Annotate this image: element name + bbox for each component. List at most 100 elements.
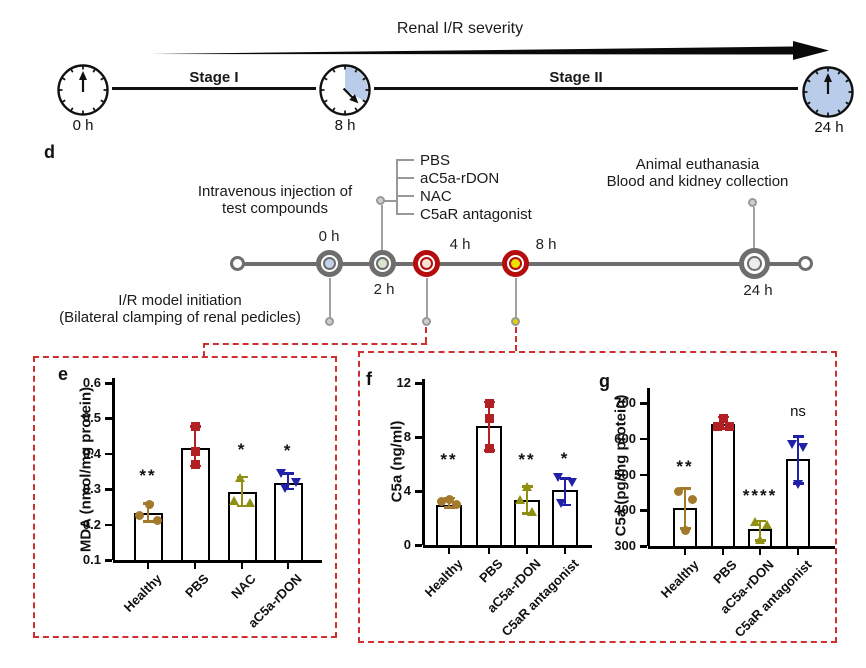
- connector-dot-8h: [511, 317, 520, 326]
- significance-mark: **: [440, 449, 458, 469]
- timeline-node-0h: [316, 250, 343, 277]
- error-cap: [717, 427, 729, 430]
- error-cap: [792, 435, 804, 438]
- connector-dot-0h: [325, 317, 334, 326]
- dashed-connector-8h-vertical: [515, 327, 517, 351]
- clock-icon-8h: [319, 64, 371, 116]
- data-point: [522, 482, 532, 492]
- y-tick-label: 0: [403, 537, 411, 552]
- significance-mark: *: [237, 439, 247, 459]
- y-axis: [112, 378, 115, 560]
- data-point: [718, 413, 728, 423]
- data-point: [484, 399, 494, 409]
- bar: [786, 459, 810, 548]
- data-point: [444, 494, 454, 504]
- x-tick: [564, 548, 566, 554]
- stub-4h: [426, 278, 428, 318]
- error-bar: [759, 520, 761, 541]
- data-point: [755, 534, 765, 544]
- y-axis: [422, 379, 425, 545]
- y-tick-label: 0.4: [82, 445, 101, 461]
- timepoint-label-8h: 8 h: [535, 236, 557, 253]
- y-tick: [105, 488, 112, 491]
- timeline-node-2h: [369, 250, 396, 277]
- y-tick-label: 4: [403, 483, 411, 498]
- data-point: [190, 460, 200, 470]
- panel-label-g: g: [599, 371, 610, 391]
- y-tick-label: 600: [614, 430, 636, 446]
- y-tick: [640, 509, 647, 512]
- dashed-connector-e-vertical: [203, 343, 205, 356]
- data-point: [798, 443, 808, 453]
- data-point: [787, 440, 797, 450]
- y-tick: [105, 452, 112, 456]
- error-cap: [679, 487, 691, 490]
- significance-mark: ****: [742, 485, 778, 505]
- stub-0h: [329, 278, 331, 318]
- x-axis: [648, 546, 835, 549]
- dashed-box-panel-e: [33, 356, 337, 638]
- y-tick: [640, 473, 647, 476]
- x-axis: [423, 545, 592, 548]
- data-point: [484, 414, 494, 424]
- data-point: [436, 496, 446, 506]
- y-tick: [415, 436, 422, 439]
- y-tick: [640, 437, 647, 441]
- y-tick-label: 400: [614, 502, 636, 518]
- timeline-start-ring: [230, 256, 245, 271]
- timeline-node-24h: [739, 248, 770, 279]
- severity-arrow: [150, 41, 829, 60]
- x-tick-label: Healthy: [120, 571, 165, 615]
- ir-model-line1: I/R model initiation: [118, 292, 242, 309]
- clock-label-8h: 8 h: [334, 117, 356, 134]
- data-point: [724, 422, 734, 432]
- compound-item-c5ar-antagonist: C5aR antagonist: [420, 206, 532, 223]
- ir-model-annotation: I/R model initiation (Bilateral clamping…: [30, 292, 330, 326]
- y-tick: [105, 523, 112, 527]
- error-bar: [147, 503, 149, 522]
- data-point: [134, 510, 144, 520]
- clock-label-0h: 0 h: [72, 117, 94, 134]
- x-tick-label: PBS: [182, 571, 212, 601]
- stub-injection: [381, 205, 383, 251]
- node-core-2h: [376, 257, 389, 270]
- data-point: [245, 498, 255, 508]
- y-tick-label: 0.5: [82, 410, 101, 426]
- error-cap: [559, 477, 571, 480]
- y-axis-title: MDA (nmol/mg protein): [77, 386, 95, 553]
- stage1-label: Stage I: [189, 69, 239, 86]
- data-point: [235, 473, 245, 483]
- significance-mark: *: [283, 440, 293, 460]
- bar: [273, 482, 303, 562]
- ir-model-line2: (Bilateral clamping of renal pedicles): [59, 309, 301, 326]
- y-axis: [647, 388, 650, 546]
- connector-dot-euthanasia: [748, 198, 757, 207]
- error-bar: [241, 476, 243, 507]
- data-point: [484, 443, 494, 453]
- x-tick: [287, 563, 289, 569]
- error-bar: [722, 416, 724, 429]
- compound-item-nac: NAC: [420, 188, 452, 205]
- data-point: [190, 421, 200, 431]
- node-core-0h: [323, 257, 336, 270]
- x-tick: [684, 549, 686, 555]
- dashed-connector-horizontal: [203, 343, 427, 345]
- y-tick: [105, 417, 112, 420]
- y-tick: [640, 545, 647, 548]
- significance-mark: **: [518, 449, 536, 469]
- significance-mark: ns: [790, 403, 806, 420]
- y-tick-label: 0.1: [82, 552, 101, 567]
- x-tick: [797, 549, 799, 555]
- error-bar: [488, 401, 490, 451]
- panel-label-f: f: [366, 369, 372, 389]
- x-tick: [147, 563, 149, 569]
- y-tick-label: 0.2: [82, 516, 101, 532]
- error-bar: [526, 486, 528, 514]
- x-tick: [241, 563, 243, 569]
- y-tick: [105, 382, 112, 385]
- injection-line1: Intravenous injection of: [197, 183, 353, 200]
- node-core-4h: [420, 257, 433, 270]
- node-core-24h: [747, 256, 762, 271]
- y-tick: [415, 544, 422, 547]
